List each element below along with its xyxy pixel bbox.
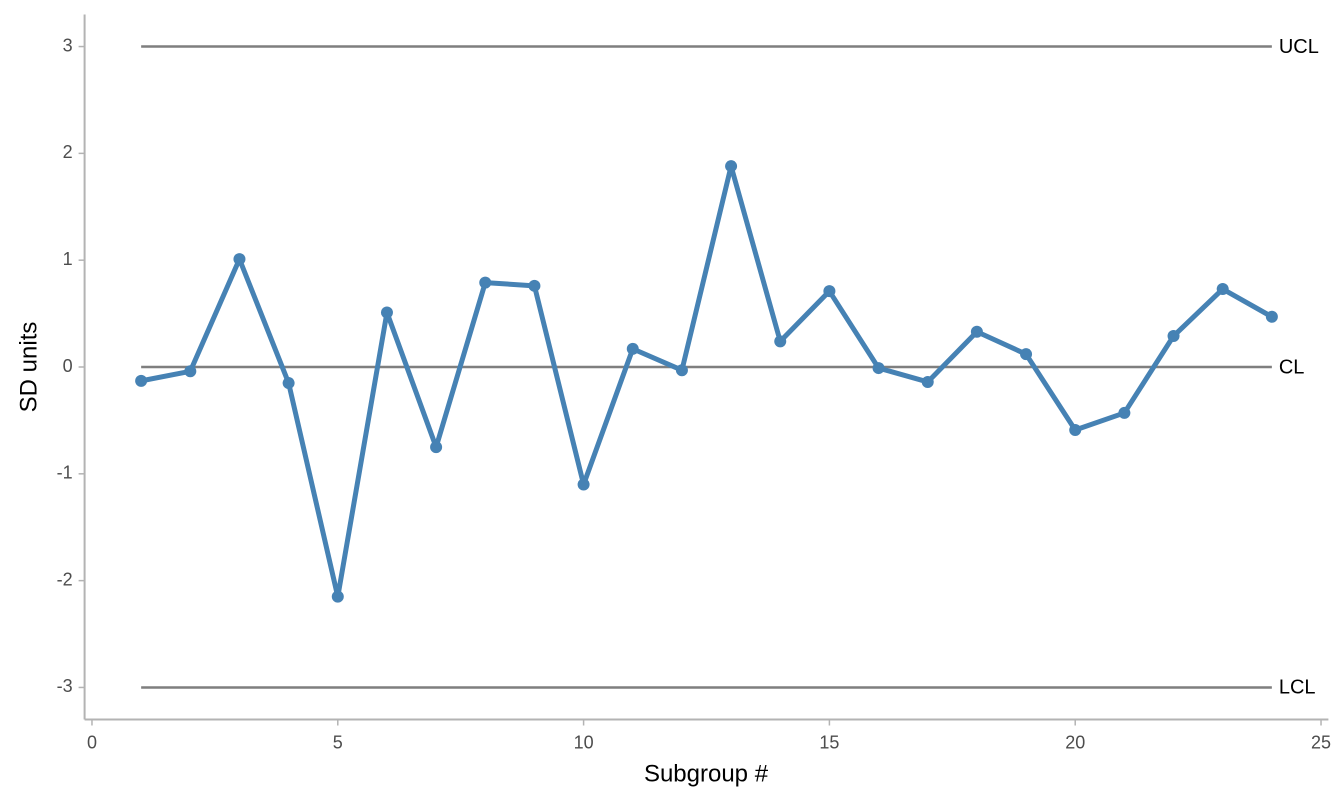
data-point [774,335,787,348]
y-tick-label: 0 [63,356,73,376]
x-tick-label: 0 [87,732,97,752]
data-point [1216,283,1229,296]
data-point [430,441,443,454]
y-tick-label: -3 [57,676,73,696]
data-point [1265,310,1278,323]
x-tick-label: 10 [574,732,594,752]
data-point [135,374,148,387]
data-point [626,342,639,355]
data-point [577,478,590,491]
data-point [1167,330,1180,343]
data-point [331,590,344,603]
data-point [823,285,836,298]
control-label: UCL [1279,36,1319,58]
x-tick-label: 15 [819,732,839,752]
y-tick-label: 2 [63,142,73,162]
data-point [1118,406,1131,419]
data-point [921,375,934,388]
y-tick-label: 1 [63,249,73,269]
x-tick-label: 5 [333,732,343,752]
control-label: LCL [1279,677,1316,699]
data-point [675,364,688,377]
x-tick-label: 25 [1311,732,1331,752]
data-point [970,325,983,338]
control-label: CL [1279,356,1305,378]
data-point [872,362,885,375]
data-point [1069,424,1082,437]
data-point [184,365,197,378]
y-tick-label: -2 [57,569,73,589]
y-tick-label: -1 [57,463,73,483]
y-axis-title: SD units [15,322,42,413]
x-axis-title: Subgroup # [644,760,769,787]
data-point [528,279,541,292]
data-point [282,377,295,390]
data-point [233,253,246,266]
data-point [725,160,738,173]
y-tick-label: 3 [63,35,73,55]
data-point [479,276,492,289]
data-point [1020,348,1033,361]
x-tick-label: 20 [1065,732,1085,752]
data-point [380,306,393,319]
series-line [140,163,1274,600]
